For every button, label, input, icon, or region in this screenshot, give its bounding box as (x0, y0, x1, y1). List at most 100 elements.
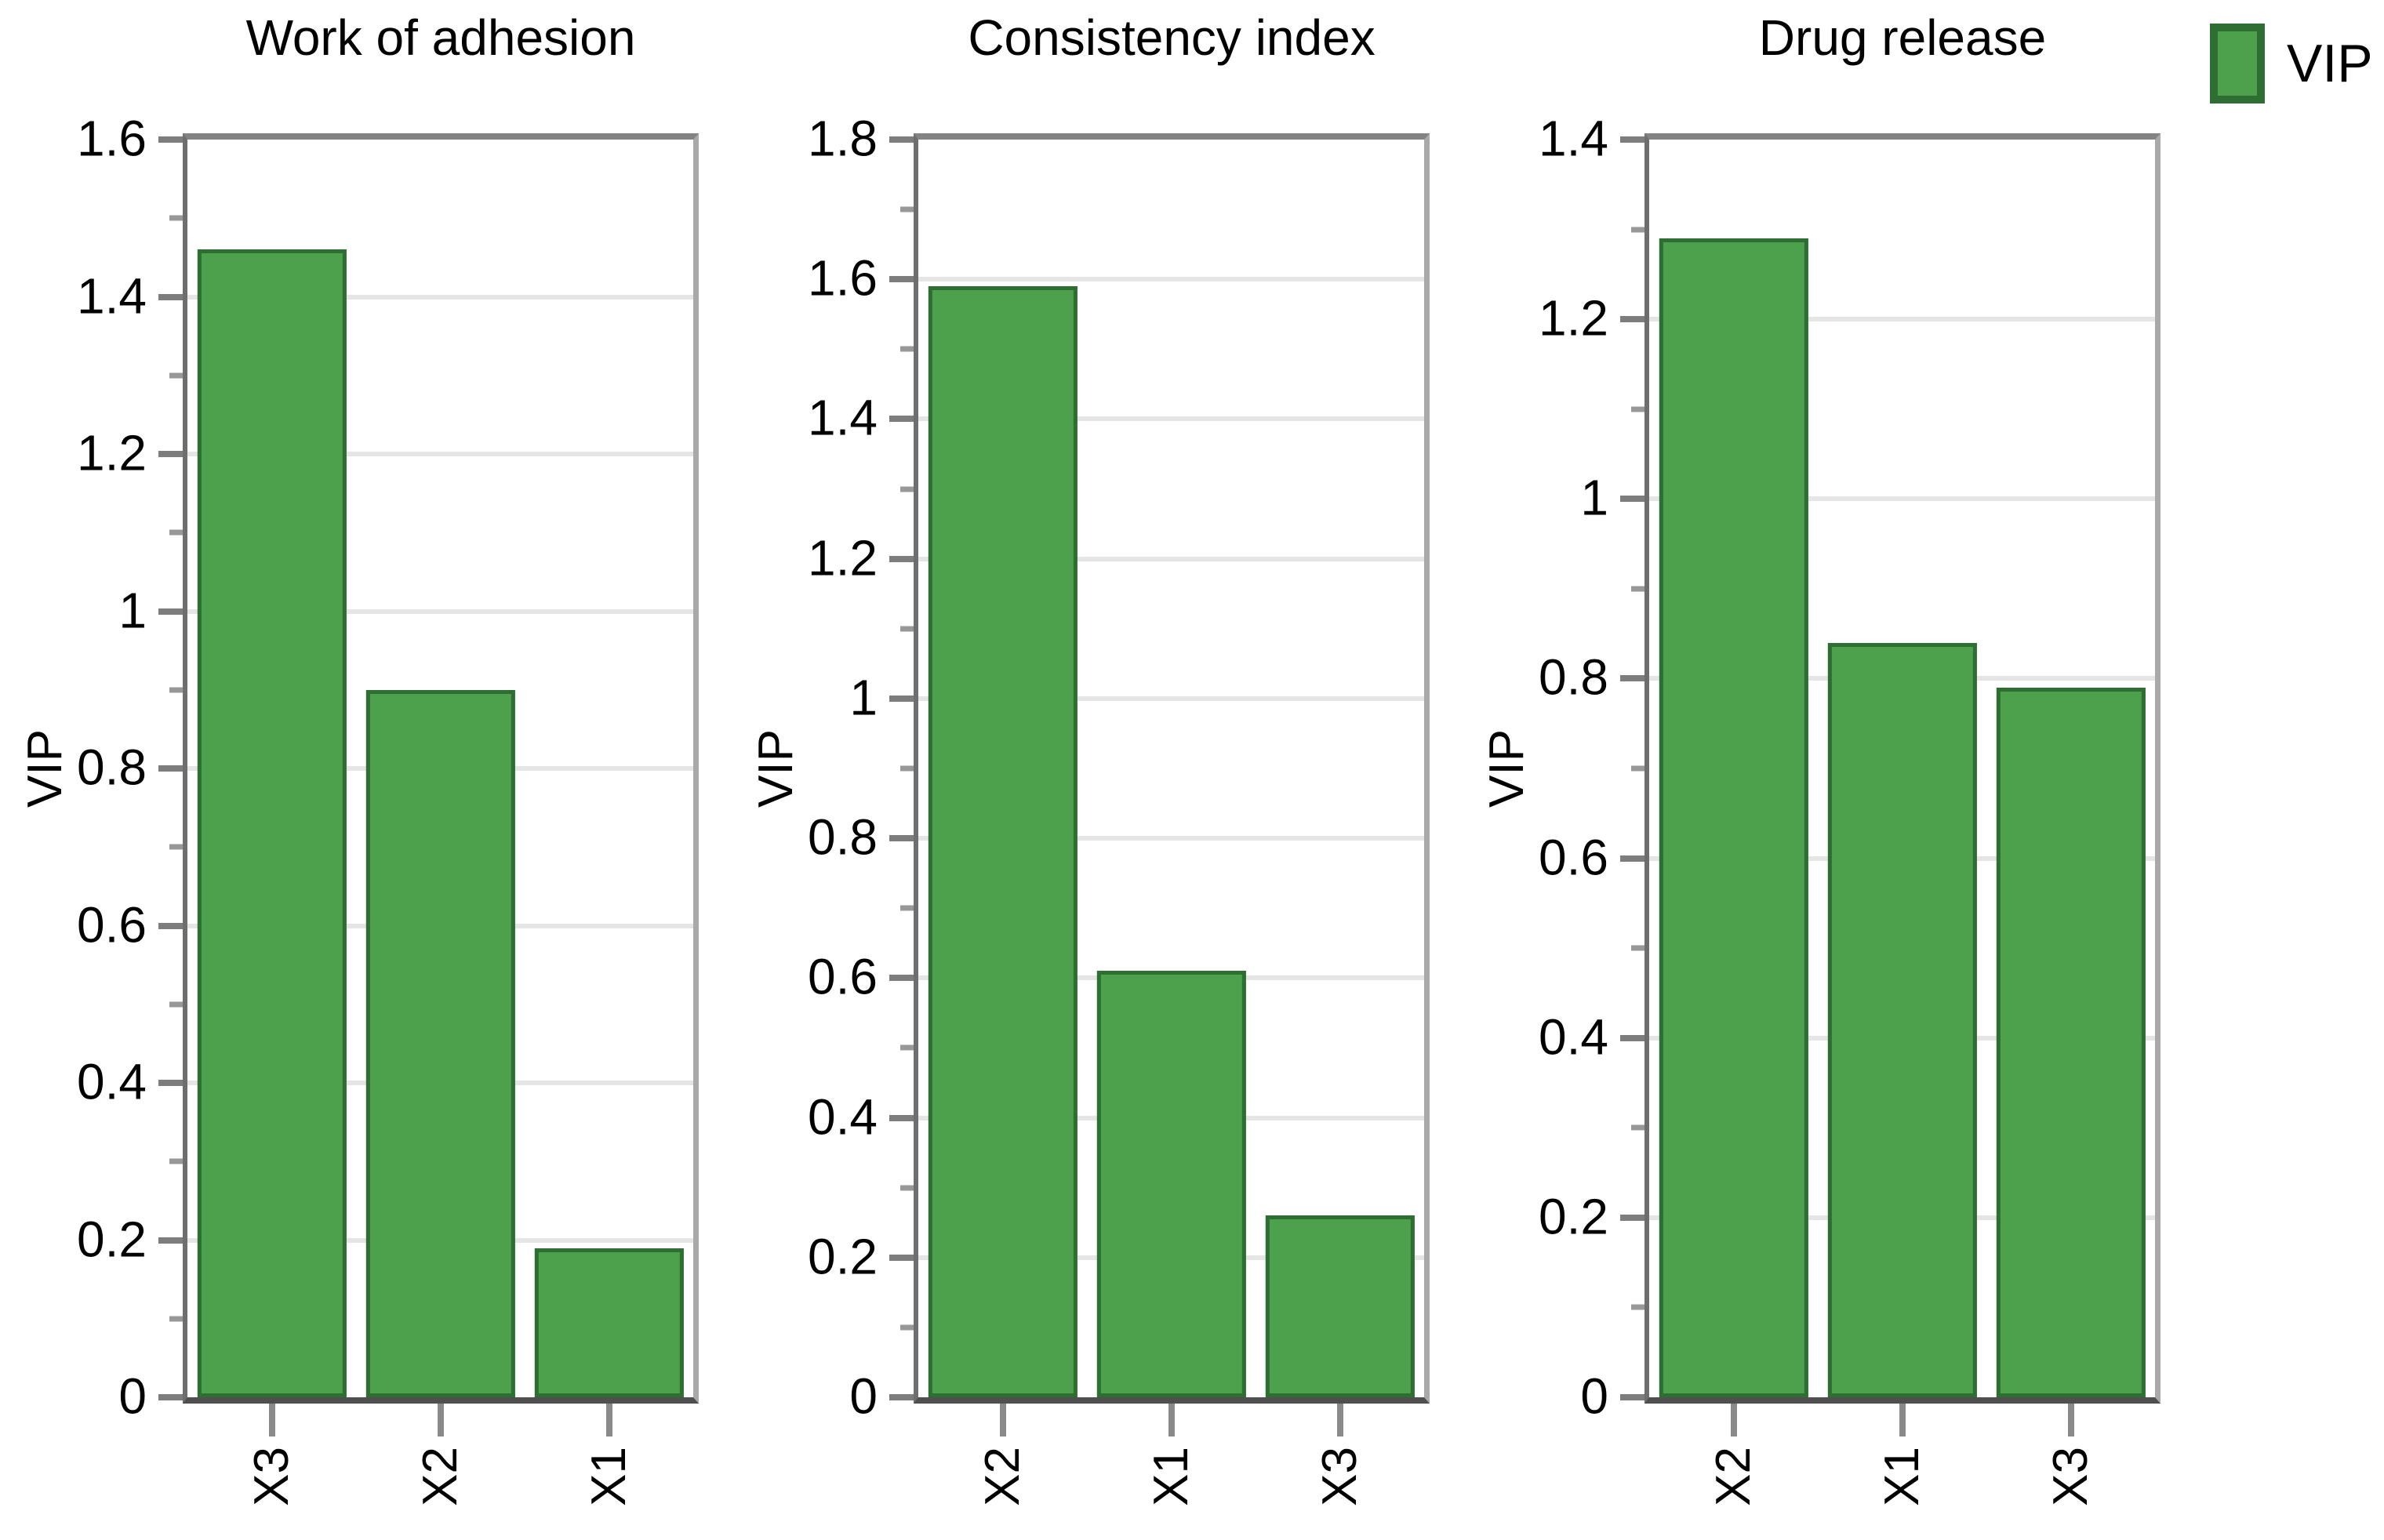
x-tick (1899, 1404, 1906, 1436)
y-tick-label: 1 (118, 582, 147, 639)
plot-area (1644, 133, 2160, 1404)
y-minor-tick (900, 486, 914, 492)
y-minor-tick (900, 1044, 914, 1051)
plot-area (914, 133, 1430, 1404)
bar-x3[interactable] (197, 249, 347, 1397)
y-minor-tick (1631, 1124, 1644, 1131)
y-major-tick (889, 695, 914, 702)
chart-panel-consistency-index: Consistency index VIP 0 0.2 0.4 0.6 0.8 1 1.2 1… (749, 0, 1430, 1540)
y-tick-label: 0.6 (77, 896, 147, 953)
bar-x2[interactable] (365, 689, 515, 1397)
y-tick-label: 1.4 (1539, 110, 1608, 167)
x-tick-label: X2 (1706, 1447, 1761, 1506)
chart-title: Drug release (1758, 9, 2047, 66)
y-minor-tick (169, 1158, 183, 1164)
x-tick-label: X3 (1313, 1447, 1368, 1506)
plot-area (183, 133, 699, 1404)
y-minor-tick (1631, 406, 1644, 412)
x-axis: X2 X1 X3 (1649, 1404, 2156, 1540)
y-minor-tick (1631, 765, 1644, 772)
chart-panel-work-of-adhesion: Work of adhesion VIP 0 0.2 0.4 0.6 0.8 1 1.2 1.… (18, 0, 699, 1540)
y-tick-label: 1 (849, 669, 878, 726)
bar-x1[interactable] (534, 1248, 684, 1397)
y-tick-label: 0.6 (1539, 829, 1608, 886)
gridline (187, 452, 693, 456)
y-major-tick (889, 136, 914, 143)
x-tick (606, 1404, 613, 1436)
x-tick-label: X2 (413, 1447, 467, 1506)
y-major-tick (1620, 136, 1644, 143)
y-major-tick (1620, 1214, 1644, 1221)
y-axis: 0 0.2 0.4 0.6 0.8 1 1.2 1.4 1.6 (18, 114, 183, 1422)
x-tick-label: X3 (244, 1447, 299, 1506)
y-minor-tick (169, 687, 183, 693)
y-major-tick (158, 1394, 183, 1400)
y-axis: 0 0.2 0.4 0.6 0.8 1 1.2 1.4 1.6 1.8 (749, 114, 914, 1422)
y-major-tick (158, 136, 183, 143)
bar-x3[interactable] (1996, 687, 2146, 1397)
y-minor-tick (169, 1001, 183, 1008)
y-major-tick (889, 975, 914, 982)
y-major-tick (889, 555, 914, 562)
y-major-tick (158, 922, 183, 929)
bar-x1[interactable] (1827, 642, 1977, 1397)
bar-x3[interactable] (1265, 1215, 1415, 1397)
y-major-tick (158, 608, 183, 615)
y-tick-label: 1.8 (808, 110, 878, 167)
x-tick (438, 1404, 444, 1436)
y-tick-label: 1.2 (1539, 289, 1608, 347)
legend: VIP (2210, 24, 2373, 104)
x-tick-label: X2 (975, 1447, 1030, 1506)
y-major-tick (889, 1394, 914, 1400)
y-major-tick (158, 1237, 183, 1244)
y-tick-label: 1.2 (77, 424, 147, 481)
bar-x2[interactable] (1659, 238, 1808, 1397)
x-tick (999, 1404, 1006, 1436)
y-major-tick (889, 416, 914, 423)
y-major-tick (1620, 316, 1644, 323)
y-tick-label: 1.6 (808, 249, 878, 307)
x-tick (1730, 1404, 1737, 1436)
y-minor-tick (900, 206, 914, 212)
chart-title: Consistency index (968, 9, 1376, 66)
y-minor-tick (1631, 227, 1644, 233)
y-tick-label: 0.8 (77, 739, 147, 796)
y-minor-tick (169, 372, 183, 379)
y-tick-label: 1.4 (77, 267, 147, 325)
y-minor-tick (169, 215, 183, 221)
y-tick-label: 0.4 (808, 1088, 878, 1146)
y-minor-tick (1631, 1304, 1644, 1310)
x-axis: X2 X1 X3 (918, 1404, 1425, 1540)
y-tick-label: 1.2 (808, 529, 878, 587)
y-minor-tick (900, 1185, 914, 1191)
legend-swatch-vip (2210, 24, 2265, 104)
y-tick-label: 0.2 (77, 1211, 147, 1268)
y-tick-label: 0.2 (1539, 1188, 1608, 1245)
y-minor-tick (169, 844, 183, 850)
y-tick-label: 0.2 (808, 1228, 878, 1285)
gridline (1649, 496, 2155, 502)
y-tick-label: 0 (1580, 1367, 1608, 1425)
y-tick-label: 0.4 (77, 1053, 147, 1110)
legend-label: VIP (2287, 34, 2373, 93)
y-major-tick (158, 451, 183, 457)
gridline (187, 294, 693, 300)
y-major-tick (158, 293, 183, 300)
x-tick-label: X1 (1875, 1447, 1929, 1506)
x-tick (268, 1404, 275, 1436)
bar-x2[interactable] (928, 286, 1078, 1397)
y-major-tick (1620, 1034, 1644, 1041)
gridline (1649, 317, 2155, 322)
y-minor-tick (900, 1324, 914, 1331)
gridline (918, 556, 1424, 561)
y-tick-label: 0 (849, 1367, 878, 1425)
y-tick-label: 1.4 (808, 390, 878, 447)
gridline (187, 608, 693, 614)
y-tick-label: 0.8 (808, 808, 878, 866)
x-tick-label: X3 (2044, 1447, 2099, 1506)
y-axis: 0 0.2 0.4 0.6 0.8 1 1.2 1.4 (1480, 114, 1644, 1422)
bar-x1[interactable] (1096, 971, 1246, 1397)
x-axis: X3 X2 X1 (187, 1404, 694, 1540)
y-tick-label: 0.4 (1539, 1008, 1608, 1066)
